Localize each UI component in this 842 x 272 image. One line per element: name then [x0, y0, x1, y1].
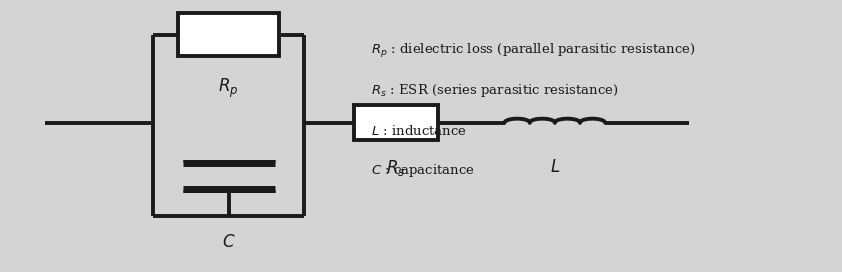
FancyBboxPatch shape [354, 105, 438, 140]
Text: $R_p$: $R_p$ [218, 76, 239, 100]
Text: $C$: $C$ [221, 234, 236, 251]
Text: $R_p$ : dielectric loss (parallel parasitic resistance): $R_p$ : dielectric loss (parallel parasi… [370, 42, 695, 60]
Text: $L$ : inductance: $L$ : inductance [370, 124, 466, 138]
Text: $C$ : capacitance: $C$ : capacitance [370, 162, 475, 179]
Text: $L$: $L$ [550, 159, 560, 177]
FancyBboxPatch shape [179, 13, 279, 56]
Text: $R_s$ : ESR (series parasitic resistance): $R_s$ : ESR (series parasitic resistance… [370, 82, 618, 99]
Text: $R_s$: $R_s$ [386, 158, 406, 178]
